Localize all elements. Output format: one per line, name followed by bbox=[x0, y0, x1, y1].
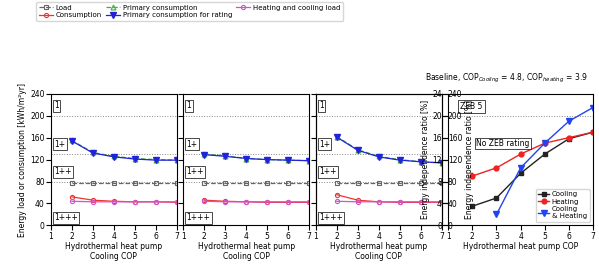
Text: 1+++: 1+++ bbox=[186, 213, 210, 222]
Text: 1++: 1++ bbox=[54, 167, 71, 176]
Text: Baseline, COP$_{Cooling}$ = 4.8, COP$_{heating}$ = 3.9: Baseline, COP$_{Cooling}$ = 4.8, COP$_{h… bbox=[425, 72, 588, 85]
Text: 1+: 1+ bbox=[186, 140, 198, 149]
Y-axis label: Energy load or consumption [kWh/m²yr]: Energy load or consumption [kWh/m²yr] bbox=[19, 83, 28, 237]
Text: ZEB 5: ZEB 5 bbox=[460, 102, 483, 111]
Text: 1: 1 bbox=[319, 101, 323, 110]
Text: 1+: 1+ bbox=[319, 140, 330, 149]
Text: 1+++: 1+++ bbox=[319, 213, 343, 222]
Text: 1: 1 bbox=[54, 101, 59, 110]
Text: 1++: 1++ bbox=[319, 167, 337, 176]
X-axis label: Hydrothermal heat pump
Cooling COP: Hydrothermal heat pump Cooling COP bbox=[330, 242, 427, 262]
Legend: Cooling, Heating, Cooling
& Heating: Cooling, Heating, Cooling & Heating bbox=[536, 189, 589, 222]
Text: 1++: 1++ bbox=[186, 167, 204, 176]
Text: 1+++: 1+++ bbox=[54, 213, 78, 222]
Y-axis label: Energy independence ratio [%]: Energy independence ratio [%] bbox=[465, 100, 474, 219]
Text: 1: 1 bbox=[186, 101, 191, 110]
Legend: Load, Consumption, Primary consumption, Primary consumption for rating, Heating : Load, Consumption, Primary consumption, … bbox=[37, 2, 343, 21]
Y-axis label: Energy independence ratio [%]: Energy independence ratio [%] bbox=[420, 100, 429, 219]
Text: 1+: 1+ bbox=[54, 140, 65, 149]
X-axis label: Hydrothermal heat pump
Cooling COP: Hydrothermal heat pump Cooling COP bbox=[198, 242, 295, 262]
Text: No ZEB rating: No ZEB rating bbox=[476, 139, 530, 148]
X-axis label: Hydrothermal heat pump COP: Hydrothermal heat pump COP bbox=[463, 242, 578, 251]
X-axis label: Hydrothermal heat pump
Cooling COP: Hydrothermal heat pump Cooling COP bbox=[65, 242, 162, 262]
